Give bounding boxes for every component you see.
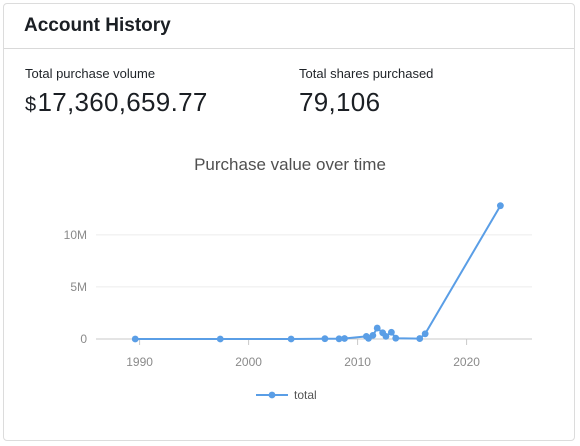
x-tick-label: 1990	[126, 355, 153, 369]
data-point	[387, 328, 395, 336]
data-point	[287, 335, 295, 343]
stats-row: Total purchase volume $17,360,659.77 Tot…	[25, 66, 574, 126]
series-line-total	[135, 205, 502, 340]
y-tick-label: 10M	[64, 228, 87, 242]
account-history-card: Account History Total purchase volume $1…	[3, 3, 575, 441]
shares-purchased-stat: Total shares purchased 79,106	[299, 66, 433, 118]
y-tick-label: 0	[80, 332, 87, 346]
x-tick-label: 2020	[453, 355, 480, 369]
data-point	[496, 202, 504, 210]
data-point	[321, 335, 329, 343]
data-point	[335, 335, 343, 343]
data-point	[421, 330, 429, 338]
purchase-volume-label: Total purchase volume	[25, 66, 156, 81]
data-point	[131, 335, 139, 343]
y-tick-label: 5M	[70, 280, 87, 294]
purchase-value-chart: 0 5M 10M 1990 2000 2010 2020 total	[64, 202, 532, 402]
purchase-volume-stat: Total purchase volume $17,360,659.77	[25, 66, 208, 118]
chart-title: Purchase value over time	[194, 155, 386, 174]
data-point	[416, 335, 424, 342]
data-point	[341, 335, 348, 342]
data-point	[373, 324, 381, 332]
data-point	[392, 334, 400, 342]
shares-purchased-label: Total shares purchased	[299, 66, 434, 81]
data-point	[369, 331, 377, 339]
legend-label: total	[294, 388, 317, 402]
card-header: Account History	[4, 4, 574, 49]
purchase-volume-amount: 17,360,659.77	[37, 87, 208, 117]
card-title: Account History	[24, 15, 171, 36]
data-point	[216, 335, 224, 343]
shares-purchased-value: 79,106	[299, 87, 381, 117]
x-tick-label: 2000	[235, 355, 262, 369]
data-point	[382, 332, 390, 340]
purchase-volume-value: $17,360,659.77	[25, 87, 208, 118]
currency-symbol: $	[25, 94, 37, 116]
x-tick-label: 2010	[344, 355, 371, 369]
legend-marker	[268, 391, 276, 399]
